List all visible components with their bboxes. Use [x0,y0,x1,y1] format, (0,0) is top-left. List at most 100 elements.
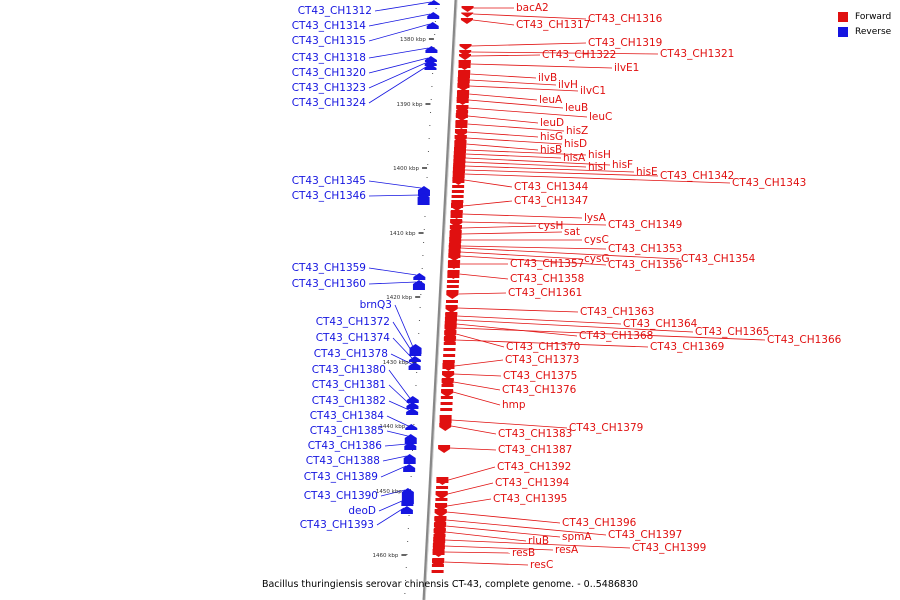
reverse-gene-arrow[interactable] [427,0,440,5]
forward-gene-label[interactable]: CT43_CH1347 [514,195,588,207]
forward-gene-label[interactable]: resA [555,544,579,556]
reverse-gene-label[interactable]: CT43_CH1378 [314,348,388,360]
forward-gene-label[interactable]: CT43_CH1353 [608,243,682,255]
forward-gene-label[interactable]: CT43_CH1363 [580,306,654,318]
forward-gene-label[interactable]: sat [564,226,580,238]
reverse-gene-arrow[interactable] [412,280,425,290]
forward-gene-label[interactable]: hmp [502,399,526,411]
forward-gene-arrow[interactable] [459,50,472,56]
forward-gene-label[interactable]: bacA2 [516,2,549,14]
forward-gene-label[interactable]: CT43_CH1317 [516,19,590,31]
reverse-gene-label[interactable]: CT43_CH1385 [310,425,384,437]
reverse-gene-label[interactable]: CT43_CH1360 [292,278,366,290]
forward-gene-label[interactable]: CT43_CH1376 [502,384,577,396]
reverse-gene-arrow[interactable] [424,56,437,62]
reverse-gene-label[interactable]: CT43_CH1372 [316,316,390,328]
forward-gene-label[interactable]: CT43_CH1319 [588,37,662,49]
reverse-gene-label[interactable]: CT43_CH1346 [292,190,367,202]
forward-gene-label[interactable]: CT43_CH1369 [650,341,724,353]
reverse-gene-arrow[interactable] [406,396,419,403]
reverse-gene-label[interactable]: CT43_CH1380 [312,364,386,376]
reverse-gene-label[interactable]: CT43_CH1359 [292,262,366,274]
reverse-gene-label[interactable]: CT43_CH1323 [292,82,366,94]
reverse-gene-label[interactable]: CT43_CH1390 [304,490,378,502]
reverse-gene-label[interactable]: CT43_CH1314 [292,20,367,32]
forward-gene-label[interactable]: CT43_CH1387 [498,444,572,456]
reverse-gene-label[interactable]: CT43_CH1320 [292,67,366,79]
reverse-gene-label[interactable]: CT43_CH1381 [312,379,386,391]
forward-gene-label[interactable]: CT43_CH1394 [495,477,570,489]
forward-gene-label[interactable]: hisI [588,161,606,173]
reverse-gene-label[interactable]: CT43_CH1374 [316,332,391,344]
reverse-gene-arrow[interactable] [409,350,422,356]
forward-gene-label[interactable]: CT43_CH1321 [660,48,734,60]
reverse-gene-arrow[interactable] [426,22,439,29]
forward-gene-label[interactable]: CT43_CH1395 [493,493,567,505]
reverse-gene-arrow[interactable] [404,434,417,444]
forward-gene-arrow[interactable] [461,12,474,18]
forward-gene-label[interactable]: CT43_CH1364 [623,318,698,330]
reverse-gene-label[interactable]: CT43_CH1382 [312,395,386,407]
forward-gene-label[interactable]: hisA [563,152,586,164]
forward-gene-label[interactable]: rluB [528,535,549,547]
forward-gene-label[interactable]: CT43_CH1361 [508,287,582,299]
forward-gene-label[interactable]: cysH [538,220,563,232]
forward-gene-label[interactable]: CT43_CH1375 [503,370,577,382]
reverse-gene-label[interactable]: CT43_CH1388 [306,455,380,467]
reverse-gene-arrow[interactable] [408,362,421,370]
forward-gene-label[interactable]: CT43_CH1368 [579,330,653,342]
forward-gene-label[interactable]: hisF [612,159,633,171]
forward-gene-label[interactable]: CT43_CH1316 [588,13,663,25]
reverse-gene-arrow[interactable] [409,344,422,354]
forward-gene-label[interactable]: CT43_CH1356 [608,259,683,271]
forward-gene-label[interactable]: hisG [540,131,563,143]
forward-gene-arrow[interactable] [459,54,472,60]
reverse-gene-arrow[interactable] [427,12,440,19]
reverse-gene-arrow[interactable] [406,408,419,415]
reverse-gene-label[interactable]: CT43_CH1345 [292,175,366,187]
forward-gene-label[interactable]: spmA [562,531,592,543]
forward-gene-label[interactable]: hisD [564,138,587,150]
forward-gene-label[interactable]: CT43_CH1343 [732,177,806,189]
forward-gene-label[interactable]: hisH [588,149,611,161]
forward-gene-label[interactable]: ilvB [538,72,557,84]
forward-gene-label[interactable]: lysA [584,212,607,224]
reverse-gene-arrow[interactable] [417,193,430,205]
forward-gene-arrow[interactable] [461,6,474,12]
forward-gene-label[interactable]: hisB [540,144,562,156]
reverse-gene-label[interactable]: CT43_CH1386 [308,440,383,452]
reverse-gene-label[interactable]: CT43_CH1312 [298,5,372,17]
reverse-gene-arrow[interactable] [400,506,413,514]
forward-gene-arrow[interactable] [438,445,451,453]
forward-gene-arrow[interactable] [460,18,473,24]
forward-gene-label[interactable]: CT43_CH1358 [510,273,584,285]
reverse-gene-label[interactable]: CT43_CH1324 [292,97,367,109]
forward-gene-label[interactable]: CT43_CH1365 [695,326,769,338]
forward-gene-label[interactable]: CT43_CH1357 [510,258,584,270]
forward-gene-label[interactable]: ilvH [558,79,578,91]
reverse-gene-arrow[interactable] [425,46,438,53]
forward-gene-label[interactable]: CT43_CH1397 [608,529,682,541]
reverse-gene-label[interactable]: CT43_CH1318 [292,52,366,64]
reverse-gene-arrow[interactable] [405,424,418,430]
forward-gene-label[interactable]: cysC [584,234,609,246]
reverse-gene-arrow[interactable] [413,273,426,280]
forward-gene-label[interactable]: CT43_CH1344 [514,181,589,193]
reverse-gene-label[interactable]: CT43_CH1315 [292,35,366,47]
forward-gene-label[interactable]: leuA [539,94,563,106]
reverse-gene-arrow[interactable] [424,60,437,66]
reverse-gene-arrow[interactable] [404,442,417,450]
forward-gene-label[interactable]: hisE [636,166,658,178]
forward-gene-label[interactable]: CT43_CH1396 [562,517,637,529]
reverse-gene-arrow[interactable] [401,498,414,506]
reverse-gene-arrow[interactable] [403,454,416,464]
reverse-gene-arrow[interactable] [403,464,416,472]
forward-gene-label[interactable]: CT43_CH1354 [681,253,756,265]
forward-gene-label[interactable]: hisZ [566,125,588,137]
forward-gene-label[interactable]: leuD [540,117,564,129]
forward-gene-arrow[interactable] [439,423,452,431]
forward-gene-label[interactable]: CT43_CH1399 [632,542,706,554]
forward-gene-label[interactable]: CT43_CH1342 [660,170,734,182]
forward-gene-label[interactable]: CT43_CH1349 [608,219,682,231]
forward-gene-label[interactable]: CT43_CH1366 [767,334,842,346]
